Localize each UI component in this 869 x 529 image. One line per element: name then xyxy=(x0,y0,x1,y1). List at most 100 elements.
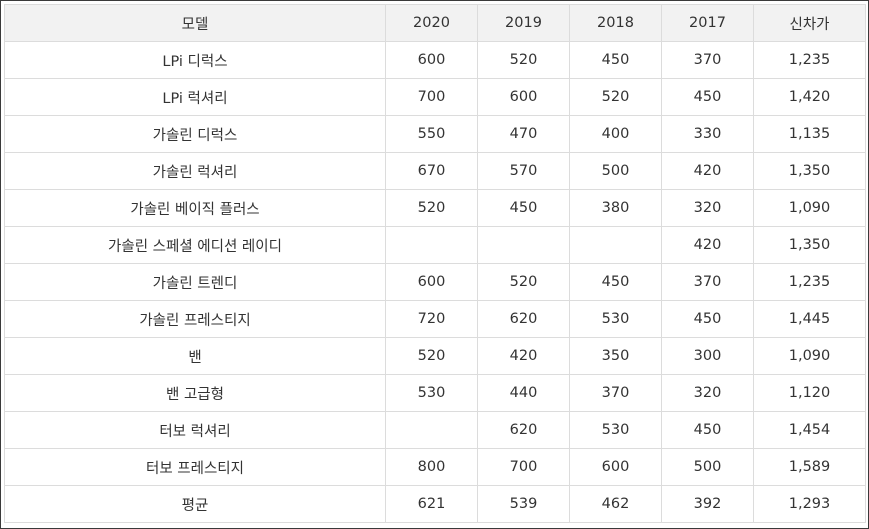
cell-2018: 500 xyxy=(569,152,662,190)
cell-new-car-price: 1,135 xyxy=(753,115,866,153)
cell-2020: 670 xyxy=(385,152,478,190)
cell-2019: 520 xyxy=(477,41,570,79)
cell-2018: 380 xyxy=(569,189,662,227)
table-row: 터보 럭셔리 620 530 450 1,454 xyxy=(4,411,866,449)
cell-2019: 620 xyxy=(477,300,570,338)
cell-2019: 470 xyxy=(477,115,570,153)
cell-2019: 440 xyxy=(477,374,570,412)
cell-2018: 530 xyxy=(569,300,662,338)
cell-new-car-price: 1,293 xyxy=(753,485,866,523)
cell-2020: 800 xyxy=(385,448,478,486)
table-row: 가솔린 디럭스 550 470 400 330 1,135 xyxy=(4,115,866,153)
cell-2020: 520 xyxy=(385,189,478,227)
table-row: 가솔린 트렌디 600 520 450 370 1,235 xyxy=(4,263,866,301)
cell-2019 xyxy=(477,226,570,264)
table-row: LPi 디럭스 600 520 450 370 1,235 xyxy=(4,41,866,79)
cell-model: 평균 xyxy=(4,485,386,523)
cell-2019: 600 xyxy=(477,78,570,116)
table-row: 가솔린 프레스티지 720 620 530 450 1,445 xyxy=(4,300,866,338)
cell-2017: 420 xyxy=(661,152,754,190)
table-row: 터보 프레스티지 800 700 600 500 1,589 xyxy=(4,448,866,486)
cell-2017: 320 xyxy=(661,374,754,412)
cell-new-car-price: 1,589 xyxy=(753,448,866,486)
cell-2019: 450 xyxy=(477,189,570,227)
cell-2017: 320 xyxy=(661,189,754,227)
table-row: 가솔린 스페셜 에디션 레이디 420 1,350 xyxy=(4,226,866,264)
cell-2020: 700 xyxy=(385,78,478,116)
cell-2017: 370 xyxy=(661,41,754,79)
cell-new-car-price: 1,235 xyxy=(753,263,866,301)
header-2018: 2018 xyxy=(569,4,662,42)
header-model: 모델 xyxy=(4,4,386,42)
cell-2017: 450 xyxy=(661,78,754,116)
average-row: 평균 621 539 462 392 1,293 xyxy=(4,485,866,523)
cell-new-car-price: 1,350 xyxy=(753,152,866,190)
table-row: 가솔린 럭셔리 670 570 500 420 1,350 xyxy=(4,152,866,190)
cell-2020: 621 xyxy=(385,485,478,523)
cell-model: 가솔린 스페셜 에디션 레이디 xyxy=(4,226,386,264)
cell-2019: 539 xyxy=(477,485,570,523)
cell-new-car-price: 1,090 xyxy=(753,189,866,227)
table-row: 밴 고급형 530 440 370 320 1,120 xyxy=(4,374,866,412)
cell-model: 가솔린 프레스티지 xyxy=(4,300,386,338)
cell-new-car-price: 1,090 xyxy=(753,337,866,375)
cell-2017: 370 xyxy=(661,263,754,301)
cell-2020: 600 xyxy=(385,263,478,301)
cell-2017: 450 xyxy=(661,300,754,338)
cell-model: 터보 프레스티지 xyxy=(4,448,386,486)
cell-model: LPi 럭셔리 xyxy=(4,78,386,116)
header-2017: 2017 xyxy=(661,4,754,42)
cell-new-car-price: 1,420 xyxy=(753,78,866,116)
table-row: 가솔린 베이직 플러스 520 450 380 320 1,090 xyxy=(4,189,866,227)
cell-model: 가솔린 럭셔리 xyxy=(4,152,386,190)
cell-model: 가솔린 트렌디 xyxy=(4,263,386,301)
cell-2018: 600 xyxy=(569,448,662,486)
cell-model: LPi 디럭스 xyxy=(4,41,386,79)
cell-2018: 370 xyxy=(569,374,662,412)
cell-2018: 400 xyxy=(569,115,662,153)
cell-2020: 550 xyxy=(385,115,478,153)
price-table: 모델 2020 2019 2018 2017 신차가 LPi 디럭스 600 5… xyxy=(4,4,866,523)
cell-2020: 600 xyxy=(385,41,478,79)
cell-model: 가솔린 베이직 플러스 xyxy=(4,189,386,227)
cell-2019: 620 xyxy=(477,411,570,449)
cell-new-car-price: 1,445 xyxy=(753,300,866,338)
cell-2017: 450 xyxy=(661,411,754,449)
cell-new-car-price: 1,235 xyxy=(753,41,866,79)
cell-2020: 720 xyxy=(385,300,478,338)
cell-model: 밴 xyxy=(4,337,386,375)
cell-2019: 420 xyxy=(477,337,570,375)
cell-2017: 330 xyxy=(661,115,754,153)
cell-model: 가솔린 디럭스 xyxy=(4,115,386,153)
cell-2018: 462 xyxy=(569,485,662,523)
cell-2019: 700 xyxy=(477,448,570,486)
cell-2020: 530 xyxy=(385,374,478,412)
header-2019: 2019 xyxy=(477,4,570,42)
cell-2018: 450 xyxy=(569,263,662,301)
cell-2019: 570 xyxy=(477,152,570,190)
cell-2018: 450 xyxy=(569,41,662,79)
cell-2018: 530 xyxy=(569,411,662,449)
cell-2018: 350 xyxy=(569,337,662,375)
cell-2020 xyxy=(385,226,478,264)
header-2020: 2020 xyxy=(385,4,478,42)
cell-2017: 392 xyxy=(661,485,754,523)
header-new-car-price: 신차가 xyxy=(753,4,866,42)
header-row: 모델 2020 2019 2018 2017 신차가 xyxy=(4,4,866,42)
cell-new-car-price: 1,454 xyxy=(753,411,866,449)
cell-2020: 520 xyxy=(385,337,478,375)
cell-2017: 500 xyxy=(661,448,754,486)
cell-2019: 520 xyxy=(477,263,570,301)
cell-new-car-price: 1,120 xyxy=(753,374,866,412)
cell-2020 xyxy=(385,411,478,449)
cell-2018: 520 xyxy=(569,78,662,116)
cell-model: 밴 고급형 xyxy=(4,374,386,412)
cell-2018 xyxy=(569,226,662,264)
cell-model: 터보 럭셔리 xyxy=(4,411,386,449)
table-row: 밴 520 420 350 300 1,090 xyxy=(4,337,866,375)
cell-2017: 300 xyxy=(661,337,754,375)
table-row: LPi 럭셔리 700 600 520 450 1,420 xyxy=(4,78,866,116)
cell-new-car-price: 1,350 xyxy=(753,226,866,264)
cell-2017: 420 xyxy=(661,226,754,264)
